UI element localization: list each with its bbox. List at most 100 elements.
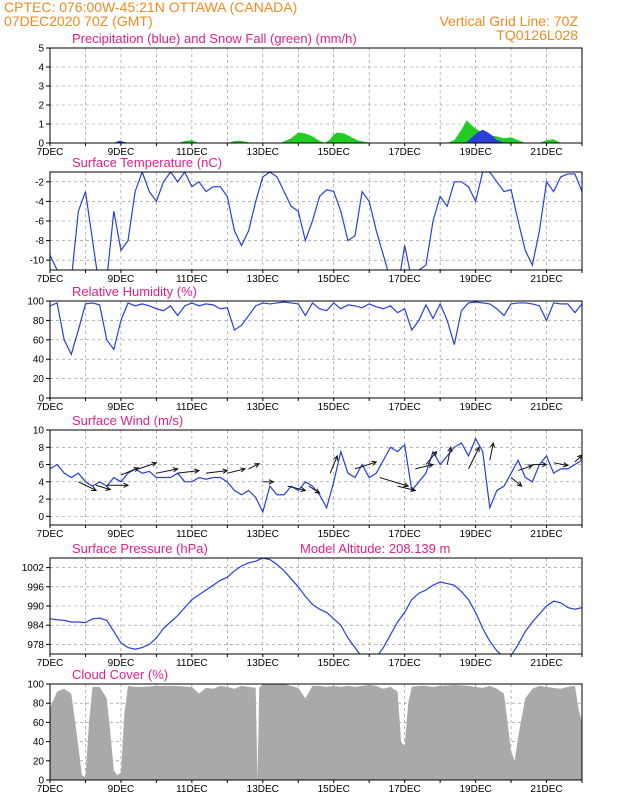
y-tick-label: -6	[35, 217, 44, 228]
x-tick-label: 21DEC	[530, 402, 562, 413]
y-tick-label: 4	[38, 477, 44, 488]
y-tick-label: 2	[38, 495, 44, 506]
x-tick-label: 11DEC	[176, 147, 208, 158]
panel-frame	[49, 429, 583, 526]
wind-vector-head	[516, 481, 523, 487]
wind-vector	[95, 484, 111, 491]
plot-area	[50, 684, 582, 780]
wind-vector-head	[194, 468, 201, 474]
rh-series-0	[50, 301, 582, 357]
x-tick-label: 21DEC	[530, 147, 562, 158]
y-tick-label: 4	[38, 63, 44, 74]
x-tick-label: 13DEC	[247, 529, 279, 540]
wind-vector-head	[133, 467, 140, 473]
x-tick-label: 7DEC	[37, 784, 64, 795]
y-tick-label: 100	[27, 297, 44, 308]
pres-series-0	[50, 558, 582, 654]
model-code: TQ0126L028	[496, 27, 578, 43]
wind-vector	[425, 451, 437, 465]
cloud-series-0	[50, 684, 582, 780]
wind-vector	[517, 464, 533, 472]
wind-vector	[177, 470, 200, 474]
y-tick-label: 10	[33, 426, 45, 437]
wind-vector-head	[489, 441, 496, 448]
x-tick-label: 11DEC	[176, 274, 208, 285]
x-tick-label: 7DEC	[37, 147, 64, 158]
temp-series-0	[50, 172, 582, 270]
x-tick-label: 17DEC	[389, 784, 421, 795]
wind-vector-head	[222, 468, 229, 474]
wind-series-0	[50, 437, 582, 514]
wind-vector-head	[431, 450, 438, 457]
grid-note: Vertical Grid Line: 70Z	[439, 13, 578, 29]
x-tick-label: 7DEC	[37, 658, 64, 669]
y-tick-label: 60	[33, 335, 45, 346]
plot-area	[50, 172, 582, 270]
panel-annotation-pres: Model Altitude: 208.139 m	[300, 541, 450, 556]
y-tick-label: 100	[27, 680, 44, 691]
y-tick-label: -4	[35, 197, 44, 208]
x-tick-label: 19DEC	[459, 402, 491, 413]
wind-vector-head	[151, 461, 158, 467]
wind-vector-head	[240, 467, 247, 473]
run-date: 07DEC2020 70Z (GMT)	[4, 13, 153, 29]
x-tick-label: 13DEC	[247, 274, 279, 285]
y-tick-label: 2	[38, 101, 44, 112]
wind-vector-head	[254, 463, 261, 468]
y-tick-label: 1002	[22, 563, 45, 574]
wind-vector-head	[172, 467, 179, 473]
y-tick-label: 20	[33, 374, 45, 385]
wind-vector-head	[123, 482, 130, 488]
x-tick-label: 21DEC	[530, 529, 562, 540]
x-tick-label: 17DEC	[389, 529, 421, 540]
y-tick-label: 20	[33, 756, 45, 767]
x-tick-label: 21DEC	[530, 274, 562, 285]
wind-vector-head	[562, 462, 569, 468]
wind-vector	[205, 470, 228, 474]
x-tick-label: 15DEC	[318, 529, 350, 540]
panel-wind: 0 2 4 6 8 10 7DEC 9DEC 11DEC 13DEC 15DEC 17DEC 19DEC…	[33, 413, 583, 540]
panel-precip: 0 1 2 3 4 5 7DEC 9DEC 11DEC 13DEC 15DEC 17DEC 19DEC 2…	[37, 31, 583, 158]
x-tick-label: 9DEC	[108, 402, 135, 413]
wind-vector	[78, 481, 97, 491]
wind-vector-head	[314, 488, 321, 494]
wind-vector-head	[541, 461, 548, 468]
y-tick-label: 80	[33, 316, 45, 327]
y-tick-label: 6	[38, 460, 44, 471]
y-tick-label: 5	[38, 44, 44, 55]
x-tick-label: 15DEC	[318, 784, 350, 795]
x-tick-label: 19DEC	[459, 529, 491, 540]
wind-vector	[446, 447, 452, 465]
x-tick-label: 17DEC	[389, 658, 421, 669]
wind-vector	[468, 447, 480, 470]
x-tick-label: 7DEC	[37, 274, 64, 285]
y-tick-label: 0	[38, 139, 44, 150]
panel-frame	[49, 47, 583, 144]
panel-cloud: 0 20 40 60 80 100 7DEC 9DEC 11DEC 13DEC 15DEC 17DEC…	[27, 667, 583, 795]
wind-vector-head	[300, 486, 307, 492]
x-tick-label: 9DEC	[108, 274, 135, 285]
y-tick-label: 996	[27, 582, 44, 593]
panel-frame	[49, 300, 583, 399]
precip-series-0	[177, 120, 561, 143]
wind-vector-head	[527, 464, 534, 470]
x-tick-label: 19DEC	[459, 784, 491, 795]
x-tick-label: 13DEC	[247, 402, 279, 413]
x-tick-label: 9DEC	[108, 529, 135, 540]
panel-title-cloud: Cloud Cover (%)	[72, 667, 168, 682]
x-tick-label: 11DEC	[176, 784, 208, 795]
wind-vector	[415, 464, 434, 470]
panel-title-wind: Surface Wind (m/s)	[72, 413, 183, 428]
x-tick-label: 19DEC	[459, 147, 491, 158]
y-tick-label: 8	[38, 443, 44, 454]
x-tick-label: 15DEC	[318, 274, 350, 285]
y-tick-label: 0	[38, 512, 44, 523]
y-tick-label: -10	[30, 256, 45, 267]
panel-pres: 978 984 990 996 1002 7DEC 9DEC 11DEC 13DEC 15DEC 1…	[22, 541, 583, 669]
wind-vector-head	[428, 463, 435, 469]
plot-area	[50, 437, 582, 514]
y-tick-label: 3	[38, 82, 44, 93]
wind-vector	[489, 442, 494, 461]
y-tick-label: 40	[33, 737, 45, 748]
